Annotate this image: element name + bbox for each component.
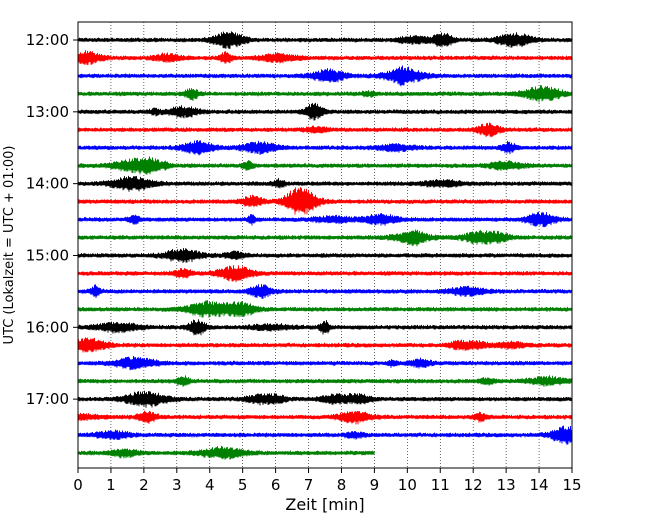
seismogram-trace xyxy=(77,65,573,87)
seismogram-trace xyxy=(77,390,573,408)
grid-lines xyxy=(110,22,540,468)
seismogram-trace xyxy=(77,175,573,192)
x-tick-label: 2 xyxy=(139,476,149,494)
seismogram-trace xyxy=(77,355,573,371)
x-tick-label: 8 xyxy=(337,476,347,494)
seismogram-trace xyxy=(77,122,573,138)
x-tick-label: 11 xyxy=(431,476,450,494)
seismogram-trace xyxy=(77,425,573,446)
seismogram-trace xyxy=(77,319,573,336)
x-tick-label: 9 xyxy=(370,476,380,494)
x-tick-label: 3 xyxy=(172,476,182,494)
plot-frame xyxy=(77,21,573,469)
x-tick-label: 13 xyxy=(497,476,516,494)
seismogram-traces xyxy=(77,31,573,460)
y-tick-label: 17:00 xyxy=(26,390,69,408)
axis-ticks: 0 1 2 3 4 5 6 7 8 9 10 11 12 13 14 1512:0013:0014:0015:… xyxy=(26,31,582,494)
x-tick-label: 1 xyxy=(106,476,116,494)
x-tick-label: 12 xyxy=(464,476,483,494)
y-tick-label: 14:00 xyxy=(26,175,69,193)
y-tick-label: 13:00 xyxy=(26,103,69,121)
seismogram-trace xyxy=(77,140,573,156)
seismogram-trace xyxy=(77,102,573,121)
x-axis-label: Zeit [min] xyxy=(285,495,364,514)
seismogram-trace xyxy=(77,156,573,175)
y-tick-label: 12:00 xyxy=(26,31,69,49)
seismogram-trace xyxy=(77,284,573,300)
seismogram-trace xyxy=(77,211,573,228)
x-tick-label: 6 xyxy=(271,476,281,494)
seismogram-trace xyxy=(77,229,573,247)
x-tick-label: 4 xyxy=(205,476,215,494)
x-tick-label: 15 xyxy=(562,476,581,494)
x-tick-label: 14 xyxy=(530,476,549,494)
seismogram-trace xyxy=(77,50,573,66)
seismogram-trace xyxy=(77,85,573,103)
y-tick-label: 16:00 xyxy=(26,318,69,336)
seismogram-trace xyxy=(77,31,573,50)
x-tick-label: 7 xyxy=(304,476,314,494)
seismogram-trace xyxy=(77,265,573,283)
seismogram-trace xyxy=(77,337,573,353)
seismogram-trace xyxy=(77,445,375,460)
seismogram-trace xyxy=(77,410,573,425)
y-axis-label: UTC (Lokalzeit = UTC + 01:00) xyxy=(2,146,17,345)
seismogram-trace xyxy=(77,186,573,215)
x-tick-label: 0 xyxy=(73,476,83,494)
x-tick-label: 5 xyxy=(238,476,248,494)
x-tick-label: 10 xyxy=(398,476,417,494)
seismogram-trace xyxy=(77,300,573,318)
seismogram-trace xyxy=(77,247,573,264)
y-tick-label: 15:00 xyxy=(26,246,69,264)
seismogram-trace xyxy=(77,375,573,387)
